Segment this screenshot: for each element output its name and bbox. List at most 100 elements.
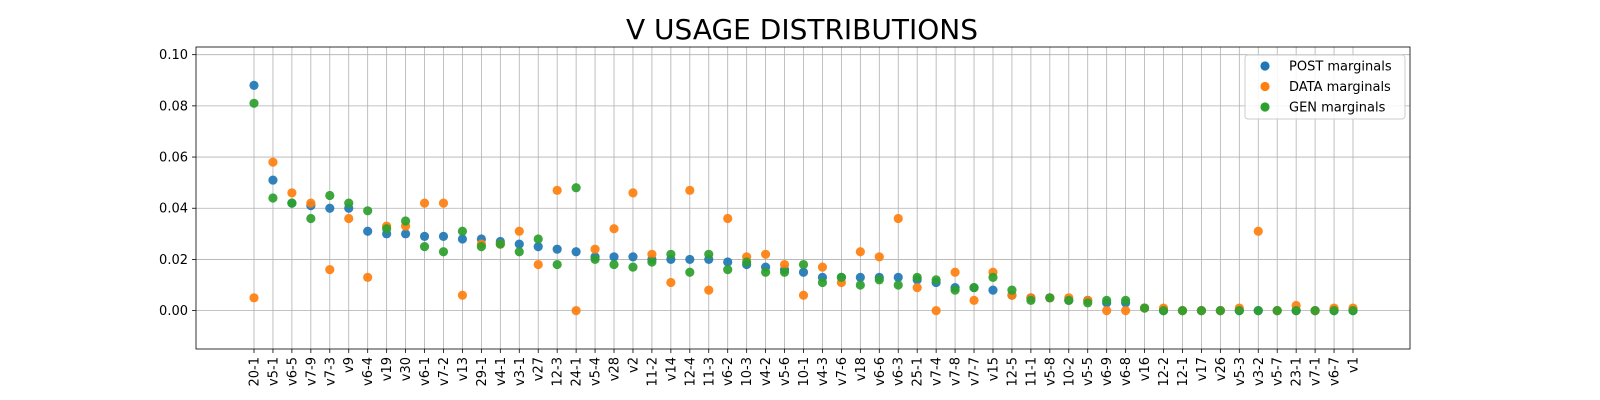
x-tick-label: v6-4 bbox=[361, 357, 376, 386]
x-tick-label: v7-8 bbox=[949, 357, 964, 386]
data-point bbox=[457, 226, 468, 236]
data-point bbox=[704, 249, 714, 259]
x-tick-label: v4-1 bbox=[494, 357, 509, 386]
data-point bbox=[306, 198, 316, 208]
data-point bbox=[817, 277, 828, 288]
axes: 0.00 0.02 0.04 0.06 0.08 0.10 20-1 v5-1 v6-5 v7-9… bbox=[159, 46, 1411, 387]
legend-label: DATA marginals bbox=[1289, 80, 1391, 95]
x-tick-label: v6-6 bbox=[873, 357, 888, 386]
data-point bbox=[363, 272, 373, 282]
x-tick-label: v3-2 bbox=[1252, 357, 1267, 386]
data-point bbox=[779, 259, 790, 270]
data-point bbox=[571, 306, 581, 316]
data-point bbox=[836, 272, 846, 282]
data-point bbox=[912, 282, 922, 293]
data-point bbox=[761, 249, 771, 259]
x-tick-label: v6-7 bbox=[1328, 357, 1343, 386]
data-point bbox=[1045, 293, 1055, 303]
x-tick-label: v5-8 bbox=[1043, 357, 1058, 386]
x-tick-label: v30 bbox=[399, 357, 414, 381]
data-point bbox=[325, 203, 335, 213]
data-point bbox=[1158, 306, 1169, 316]
data-point bbox=[1234, 306, 1244, 316]
x-tick-label: v7-6 bbox=[835, 357, 850, 386]
data-point bbox=[533, 234, 543, 244]
legend-label: GEN marginals bbox=[1289, 101, 1386, 116]
x-tick-label: v6-8 bbox=[1119, 357, 1134, 386]
data-point bbox=[1026, 295, 1036, 305]
data-point bbox=[609, 224, 619, 234]
data-point bbox=[476, 242, 486, 252]
x-tick-label: v7-4 bbox=[930, 357, 945, 386]
data-point bbox=[438, 247, 449, 257]
x-tick-label: v26 bbox=[1214, 357, 1229, 381]
y-tick-label: 0.08 bbox=[159, 99, 188, 114]
data-point bbox=[798, 267, 809, 277]
x-tick-label: v7-1 bbox=[1309, 357, 1324, 386]
data-point bbox=[400, 216, 411, 226]
x-tick-label: v5-1 bbox=[266, 357, 281, 386]
data-point bbox=[1121, 295, 1131, 305]
y-tick-label: 0.02 bbox=[159, 253, 188, 268]
data-point bbox=[855, 247, 865, 257]
data-point bbox=[514, 247, 524, 257]
data-point bbox=[855, 272, 865, 282]
data-point bbox=[742, 257, 752, 267]
data-point bbox=[287, 188, 297, 198]
legend-box bbox=[1244, 54, 1406, 120]
data-point bbox=[798, 290, 809, 300]
data-point bbox=[268, 175, 278, 185]
x-tick-label: v18 bbox=[854, 357, 869, 381]
data-point bbox=[457, 290, 468, 300]
x-tick-label: v19 bbox=[380, 357, 395, 381]
x-tick-label: 10-2 bbox=[1062, 357, 1077, 387]
legend-label: POST marginals bbox=[1289, 60, 1392, 75]
chart-title: V USAGE DISTRIBUTIONS bbox=[626, 13, 978, 46]
x-tick-label: v16 bbox=[1138, 357, 1153, 381]
data-point bbox=[419, 198, 430, 208]
x-tick-label: 10-3 bbox=[740, 357, 755, 387]
x-tick-label: v6-9 bbox=[1100, 357, 1115, 386]
data-point bbox=[855, 280, 865, 290]
data-point bbox=[400, 229, 411, 239]
x-tick-label: v17 bbox=[1195, 357, 1210, 381]
data-point bbox=[419, 242, 430, 252]
data-point bbox=[874, 252, 884, 262]
data-point bbox=[514, 239, 524, 249]
x-tick-label: v13 bbox=[456, 357, 471, 381]
data-point bbox=[931, 275, 941, 285]
data-point bbox=[969, 282, 979, 293]
data-point bbox=[1196, 306, 1207, 316]
y-tick-label: 0.10 bbox=[159, 48, 188, 63]
data-point bbox=[1348, 306, 1358, 316]
x-tick-label: 10-1 bbox=[797, 357, 812, 387]
data-point bbox=[590, 254, 600, 265]
x-tick-label: 12-3 bbox=[551, 357, 566, 387]
data-point bbox=[1102, 306, 1112, 316]
legend: POST marginals DATA marginals GEN marginal… bbox=[1244, 54, 1406, 120]
data-point bbox=[1215, 306, 1225, 316]
data-point bbox=[363, 226, 373, 236]
data-point bbox=[1253, 226, 1263, 236]
data-point bbox=[533, 259, 543, 270]
x-tick-label: v5-7 bbox=[1271, 357, 1286, 386]
data-point bbox=[628, 188, 638, 198]
data-point bbox=[609, 252, 619, 262]
x-tick-label: v6-2 bbox=[721, 357, 736, 386]
x-tick-label: v1 bbox=[1347, 357, 1362, 373]
data-point bbox=[647, 249, 657, 259]
data-point bbox=[761, 267, 771, 277]
data-point bbox=[571, 183, 581, 193]
y-tick-label: 0.00 bbox=[159, 304, 188, 319]
data-point bbox=[249, 98, 259, 108]
data-point bbox=[552, 259, 562, 270]
x-tick-label: 24-1 bbox=[570, 357, 585, 387]
x-tick-label: v5-4 bbox=[589, 357, 604, 386]
x-tick-label: v5-6 bbox=[778, 357, 793, 386]
x-tick-label: v5-3 bbox=[1233, 357, 1248, 386]
data-point bbox=[1064, 295, 1074, 305]
x-tick-label: v4-2 bbox=[759, 357, 774, 386]
x-tick-label: 20-1 bbox=[248, 357, 263, 387]
data-point bbox=[306, 213, 316, 224]
data-point bbox=[419, 231, 430, 241]
